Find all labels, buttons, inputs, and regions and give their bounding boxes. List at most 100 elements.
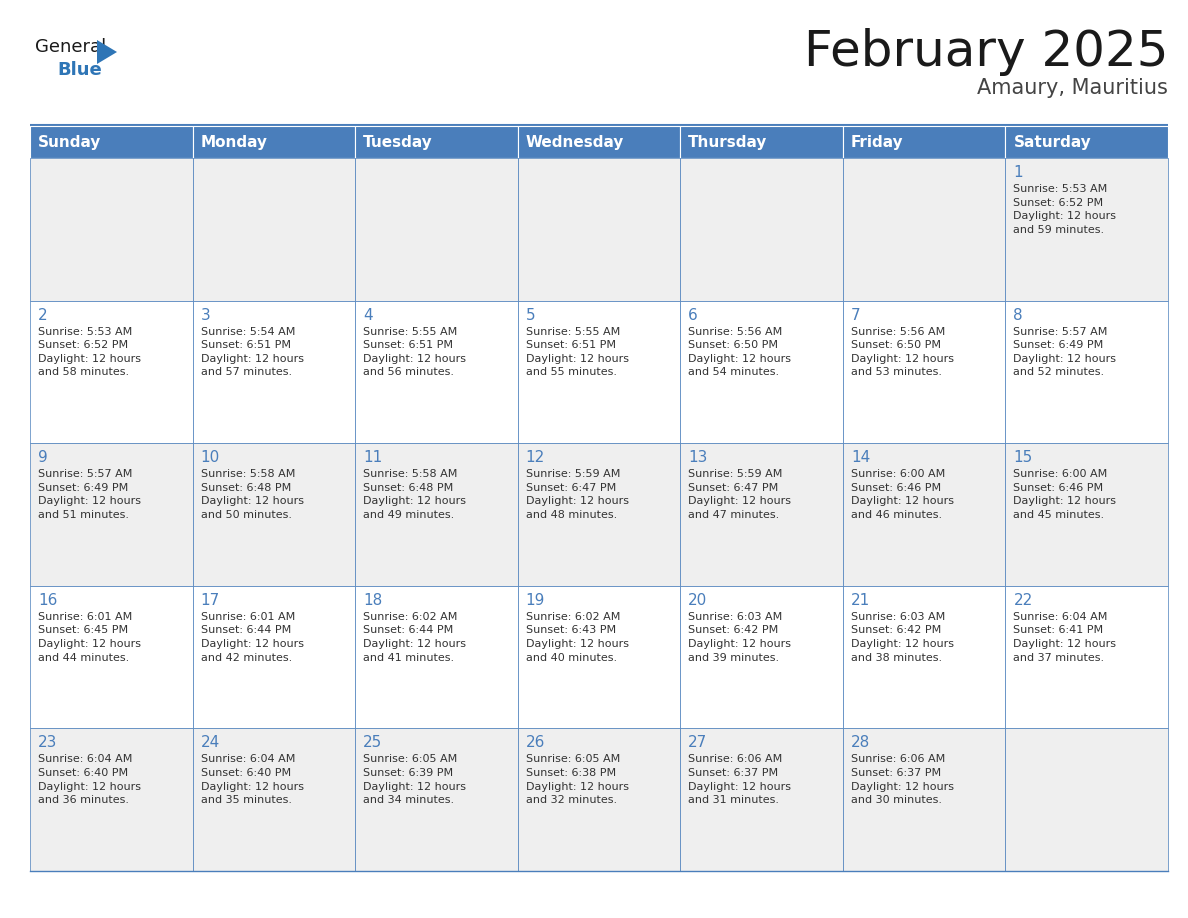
Bar — [30, 728, 192, 871]
Bar — [1005, 126, 1168, 158]
Bar — [842, 728, 1005, 871]
Text: Thursday: Thursday — [688, 135, 767, 150]
Bar — [192, 443, 355, 586]
Text: Sunrise: 6:05 AM
Sunset: 6:38 PM
Daylight: 12 hours
and 32 minutes.: Sunrise: 6:05 AM Sunset: 6:38 PM Dayligh… — [526, 755, 628, 805]
Bar — [192, 158, 355, 300]
Text: Sunrise: 6:05 AM
Sunset: 6:39 PM
Daylight: 12 hours
and 34 minutes.: Sunrise: 6:05 AM Sunset: 6:39 PM Dayligh… — [364, 755, 466, 805]
Text: Sunrise: 6:00 AM
Sunset: 6:46 PM
Daylight: 12 hours
and 46 minutes.: Sunrise: 6:00 AM Sunset: 6:46 PM Dayligh… — [851, 469, 954, 520]
Bar — [192, 586, 355, 728]
Text: 28: 28 — [851, 735, 870, 750]
Text: Sunrise: 5:57 AM
Sunset: 6:49 PM
Daylight: 12 hours
and 51 minutes.: Sunrise: 5:57 AM Sunset: 6:49 PM Dayligh… — [38, 469, 141, 520]
Text: Sunrise: 6:00 AM
Sunset: 6:46 PM
Daylight: 12 hours
and 45 minutes.: Sunrise: 6:00 AM Sunset: 6:46 PM Dayligh… — [1013, 469, 1117, 520]
Text: 22: 22 — [1013, 593, 1032, 608]
Bar — [30, 158, 192, 300]
Text: Sunrise: 5:54 AM
Sunset: 6:51 PM
Daylight: 12 hours
and 57 minutes.: Sunrise: 5:54 AM Sunset: 6:51 PM Dayligh… — [201, 327, 304, 377]
Text: Sunrise: 5:56 AM
Sunset: 6:50 PM
Daylight: 12 hours
and 54 minutes.: Sunrise: 5:56 AM Sunset: 6:50 PM Dayligh… — [688, 327, 791, 377]
Text: 24: 24 — [201, 735, 220, 750]
Text: Sunrise: 5:58 AM
Sunset: 6:48 PM
Daylight: 12 hours
and 49 minutes.: Sunrise: 5:58 AM Sunset: 6:48 PM Dayligh… — [364, 469, 466, 520]
Text: 26: 26 — [526, 735, 545, 750]
Text: 15: 15 — [1013, 450, 1032, 465]
Bar — [192, 126, 355, 158]
Bar — [681, 586, 842, 728]
Bar — [30, 443, 192, 586]
Text: Sunrise: 6:01 AM
Sunset: 6:44 PM
Daylight: 12 hours
and 42 minutes.: Sunrise: 6:01 AM Sunset: 6:44 PM Dayligh… — [201, 611, 304, 663]
Text: 13: 13 — [688, 450, 708, 465]
Text: 16: 16 — [38, 593, 57, 608]
Text: Sunrise: 5:56 AM
Sunset: 6:50 PM
Daylight: 12 hours
and 53 minutes.: Sunrise: 5:56 AM Sunset: 6:50 PM Dayligh… — [851, 327, 954, 377]
Text: Saturday: Saturday — [1013, 135, 1092, 150]
Text: 5: 5 — [526, 308, 536, 322]
Text: 12: 12 — [526, 450, 545, 465]
Bar — [30, 126, 192, 158]
Bar — [192, 300, 355, 443]
Bar — [192, 728, 355, 871]
Text: Sunrise: 5:59 AM
Sunset: 6:47 PM
Daylight: 12 hours
and 48 minutes.: Sunrise: 5:59 AM Sunset: 6:47 PM Dayligh… — [526, 469, 628, 520]
Bar — [355, 728, 518, 871]
Text: 19: 19 — [526, 593, 545, 608]
Bar — [1005, 300, 1168, 443]
Bar — [518, 586, 681, 728]
Text: Sunrise: 6:04 AM
Sunset: 6:41 PM
Daylight: 12 hours
and 37 minutes.: Sunrise: 6:04 AM Sunset: 6:41 PM Dayligh… — [1013, 611, 1117, 663]
Text: February 2025: February 2025 — [803, 28, 1168, 76]
Text: Sunrise: 6:04 AM
Sunset: 6:40 PM
Daylight: 12 hours
and 36 minutes.: Sunrise: 6:04 AM Sunset: 6:40 PM Dayligh… — [38, 755, 141, 805]
Bar — [355, 126, 518, 158]
Text: Wednesday: Wednesday — [526, 135, 624, 150]
Bar — [681, 126, 842, 158]
Bar — [681, 300, 842, 443]
Text: Sunrise: 5:53 AM
Sunset: 6:52 PM
Daylight: 12 hours
and 58 minutes.: Sunrise: 5:53 AM Sunset: 6:52 PM Dayligh… — [38, 327, 141, 377]
Text: 3: 3 — [201, 308, 210, 322]
Bar — [518, 300, 681, 443]
Bar — [1005, 158, 1168, 300]
Bar — [355, 158, 518, 300]
Bar — [842, 300, 1005, 443]
Text: Sunrise: 5:55 AM
Sunset: 6:51 PM
Daylight: 12 hours
and 55 minutes.: Sunrise: 5:55 AM Sunset: 6:51 PM Dayligh… — [526, 327, 628, 377]
Text: 27: 27 — [688, 735, 708, 750]
Text: Sunrise: 6:04 AM
Sunset: 6:40 PM
Daylight: 12 hours
and 35 minutes.: Sunrise: 6:04 AM Sunset: 6:40 PM Dayligh… — [201, 755, 304, 805]
Bar — [518, 126, 681, 158]
Text: Sunrise: 6:06 AM
Sunset: 6:37 PM
Daylight: 12 hours
and 31 minutes.: Sunrise: 6:06 AM Sunset: 6:37 PM Dayligh… — [688, 755, 791, 805]
Bar — [30, 300, 192, 443]
Text: Sunday: Sunday — [38, 135, 101, 150]
Bar — [355, 443, 518, 586]
Text: 25: 25 — [364, 735, 383, 750]
Bar — [1005, 728, 1168, 871]
Text: Sunrise: 6:03 AM
Sunset: 6:42 PM
Daylight: 12 hours
and 39 minutes.: Sunrise: 6:03 AM Sunset: 6:42 PM Dayligh… — [688, 611, 791, 663]
Bar — [518, 728, 681, 871]
Bar — [842, 158, 1005, 300]
Bar — [842, 126, 1005, 158]
Bar — [1005, 443, 1168, 586]
Text: General: General — [34, 38, 106, 56]
Text: Sunrise: 6:02 AM
Sunset: 6:43 PM
Daylight: 12 hours
and 40 minutes.: Sunrise: 6:02 AM Sunset: 6:43 PM Dayligh… — [526, 611, 628, 663]
Text: Sunrise: 5:53 AM
Sunset: 6:52 PM
Daylight: 12 hours
and 59 minutes.: Sunrise: 5:53 AM Sunset: 6:52 PM Dayligh… — [1013, 184, 1117, 235]
Bar — [842, 586, 1005, 728]
Text: 4: 4 — [364, 308, 373, 322]
Text: 18: 18 — [364, 593, 383, 608]
Text: Sunrise: 5:57 AM
Sunset: 6:49 PM
Daylight: 12 hours
and 52 minutes.: Sunrise: 5:57 AM Sunset: 6:49 PM Dayligh… — [1013, 327, 1117, 377]
Bar — [518, 443, 681, 586]
Bar — [518, 158, 681, 300]
Text: Sunrise: 6:03 AM
Sunset: 6:42 PM
Daylight: 12 hours
and 38 minutes.: Sunrise: 6:03 AM Sunset: 6:42 PM Dayligh… — [851, 611, 954, 663]
Bar — [355, 300, 518, 443]
Text: Sunrise: 6:06 AM
Sunset: 6:37 PM
Daylight: 12 hours
and 30 minutes.: Sunrise: 6:06 AM Sunset: 6:37 PM Dayligh… — [851, 755, 954, 805]
Bar — [681, 728, 842, 871]
Text: Amaury, Mauritius: Amaury, Mauritius — [977, 78, 1168, 98]
Text: Blue: Blue — [57, 61, 102, 79]
Text: 14: 14 — [851, 450, 870, 465]
Text: Monday: Monday — [201, 135, 267, 150]
Bar — [30, 586, 192, 728]
Text: Sunrise: 6:02 AM
Sunset: 6:44 PM
Daylight: 12 hours
and 41 minutes.: Sunrise: 6:02 AM Sunset: 6:44 PM Dayligh… — [364, 611, 466, 663]
Text: 1: 1 — [1013, 165, 1023, 180]
Bar — [355, 586, 518, 728]
Polygon shape — [97, 40, 116, 64]
Text: 21: 21 — [851, 593, 870, 608]
Text: 20: 20 — [688, 593, 708, 608]
Text: 10: 10 — [201, 450, 220, 465]
Text: 6: 6 — [688, 308, 699, 322]
Text: 2: 2 — [38, 308, 48, 322]
Text: 7: 7 — [851, 308, 860, 322]
Text: Friday: Friday — [851, 135, 904, 150]
Text: Sunrise: 5:55 AM
Sunset: 6:51 PM
Daylight: 12 hours
and 56 minutes.: Sunrise: 5:55 AM Sunset: 6:51 PM Dayligh… — [364, 327, 466, 377]
Bar — [1005, 586, 1168, 728]
Text: Sunrise: 5:59 AM
Sunset: 6:47 PM
Daylight: 12 hours
and 47 minutes.: Sunrise: 5:59 AM Sunset: 6:47 PM Dayligh… — [688, 469, 791, 520]
Text: 8: 8 — [1013, 308, 1023, 322]
